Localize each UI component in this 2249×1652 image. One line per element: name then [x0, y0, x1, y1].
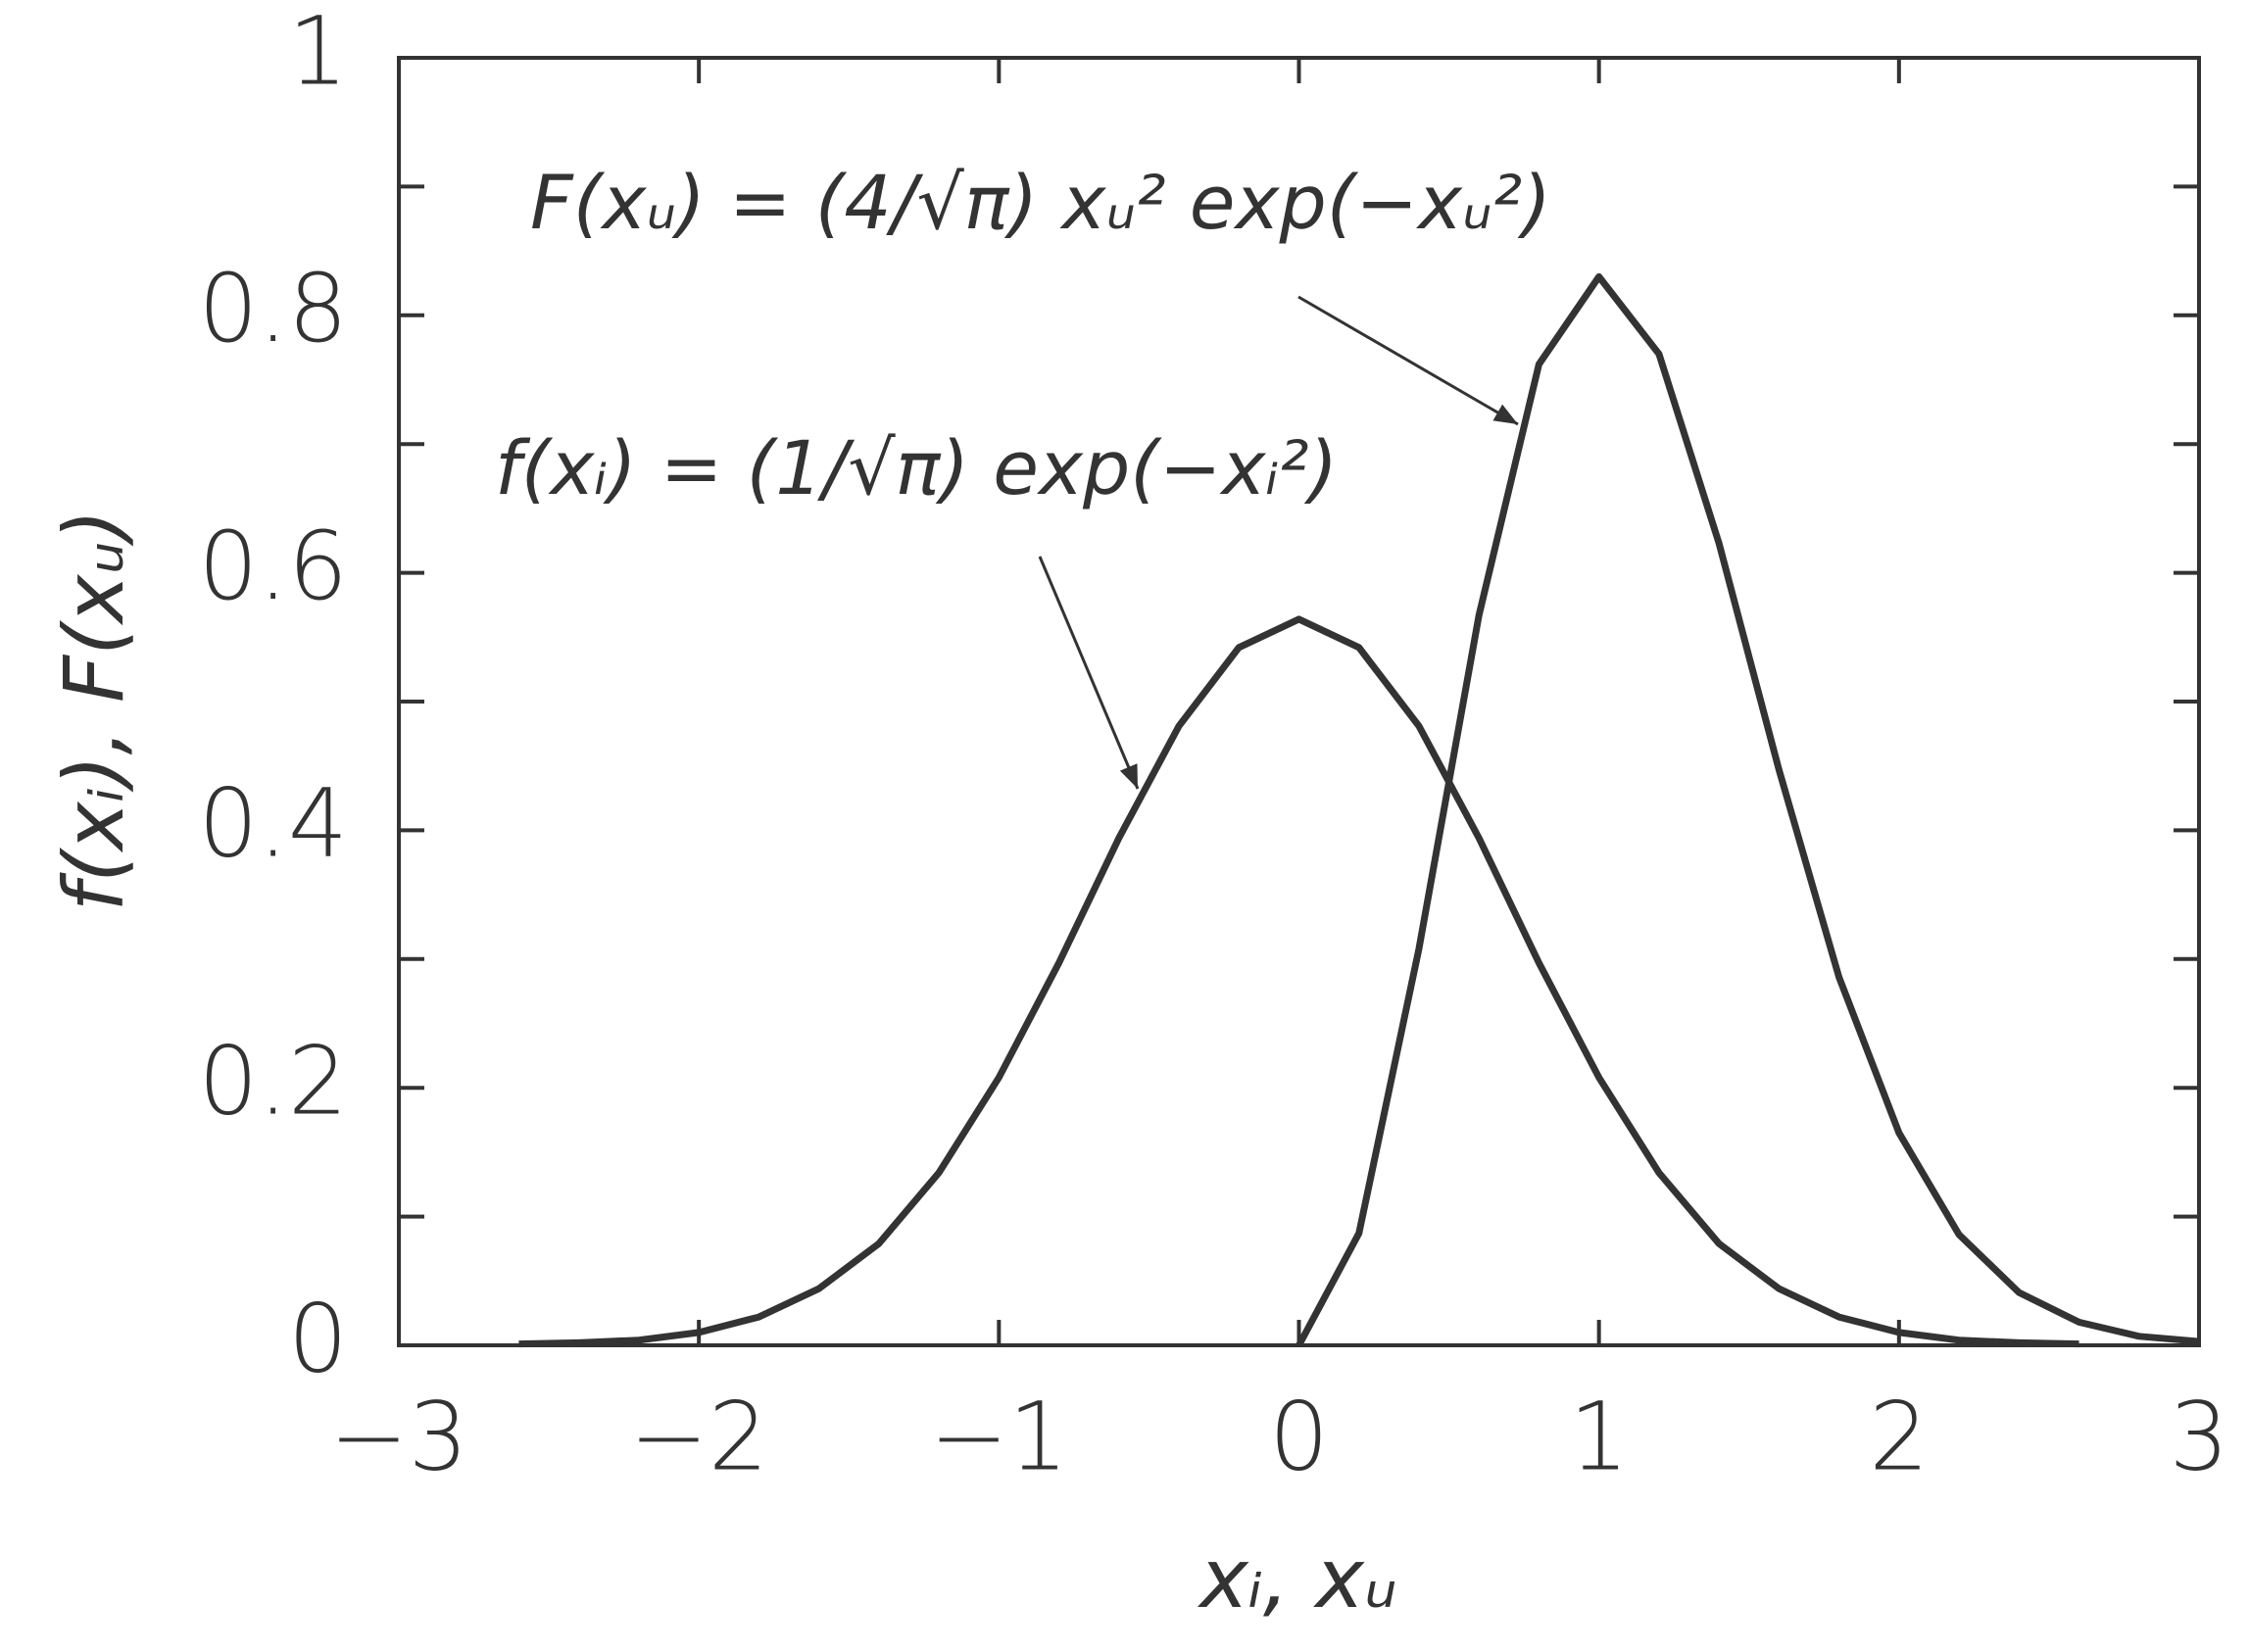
annotation-arrow [1038, 556, 1140, 790]
x-tick-label: −1 [930, 1382, 1069, 1491]
annotation: F(xᵤ) = (4/√π) xᵤ² exp(−xᵤ²) [530, 159, 1551, 246]
x-tick-label: 2 [1869, 1382, 1929, 1491]
y-tick-label: 0.6 [198, 511, 348, 621]
y-tick-label: 0.8 [198, 254, 348, 364]
x-tick-label: 1 [1569, 1382, 1629, 1491]
x-tick-label: 0 [1269, 1382, 1329, 1491]
x-tick-label: −3 [329, 1382, 468, 1491]
x-tick-label: 3 [2169, 1382, 2228, 1491]
y-axis-label: f(xᵢ), F(xᵤ) [46, 510, 142, 912]
y-tick-label: 0.4 [198, 769, 348, 879]
y-tick-label: 1 [288, 0, 348, 106]
annotation-arrow [1297, 295, 1519, 426]
annotation: f(xᵢ) = (1/√π) exp(−xᵢ²) [495, 424, 1338, 511]
y-tick-label: 0 [288, 1284, 348, 1393]
series-line [1296, 272, 2200, 1347]
y-tick-label: 0.2 [198, 1026, 348, 1136]
x-axis-label: xᵢ, xᵤ [1197, 1531, 1397, 1627]
x-tick-label: −2 [629, 1382, 768, 1491]
series-line [518, 615, 2079, 1348]
plot-frame [397, 56, 2201, 1347]
